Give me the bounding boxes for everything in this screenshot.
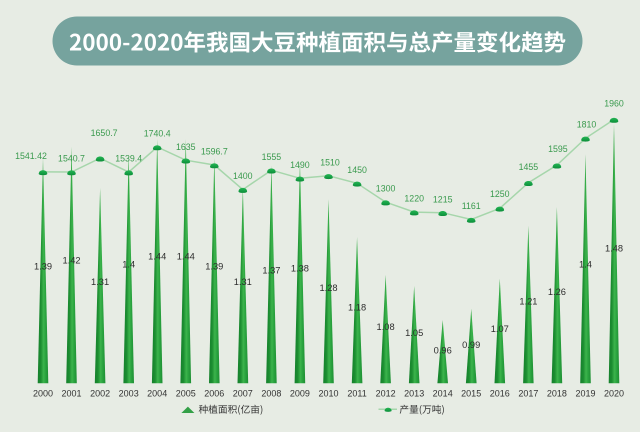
svg-text:1450: 1450 (347, 165, 367, 175)
svg-text:0.99: 0.99 (462, 340, 480, 350)
svg-text:2000: 2000 (33, 389, 53, 399)
svg-text:1.28: 1.28 (319, 283, 337, 293)
svg-text:1220: 1220 (404, 194, 424, 204)
svg-text:2002: 2002 (90, 389, 110, 399)
svg-text:1.44: 1.44 (177, 252, 195, 262)
svg-text:1595: 1595 (548, 144, 568, 154)
svg-text:2019: 2019 (575, 389, 595, 399)
svg-text:2011: 2011 (347, 389, 366, 399)
svg-text:2010: 2010 (318, 389, 338, 399)
svg-text:1.4: 1.4 (579, 259, 592, 269)
svg-text:2006: 2006 (204, 389, 224, 399)
svg-text:1.48: 1.48 (605, 244, 623, 254)
svg-text:1.07: 1.07 (491, 324, 509, 334)
svg-text:2016: 2016 (490, 389, 510, 399)
svg-text:1555: 1555 (262, 152, 282, 162)
svg-text:1960: 1960 (604, 99, 624, 109)
svg-text:1.39: 1.39 (34, 261, 52, 271)
svg-text:2013: 2013 (404, 389, 424, 399)
svg-text:1.08: 1.08 (377, 322, 395, 332)
svg-text:1300: 1300 (376, 184, 396, 194)
svg-text:1161: 1161 (462, 201, 481, 211)
svg-text:1.38: 1.38 (291, 263, 309, 273)
svg-text:1250: 1250 (490, 189, 510, 199)
svg-text:1.31: 1.31 (91, 277, 109, 287)
svg-text:2005: 2005 (176, 389, 196, 399)
svg-text:2009: 2009 (290, 389, 310, 399)
svg-text:2001: 2001 (61, 389, 81, 399)
svg-text:1635: 1635 (176, 142, 196, 152)
svg-text:1455: 1455 (519, 162, 539, 172)
svg-text:1.4: 1.4 (122, 259, 135, 269)
svg-text:1.39: 1.39 (205, 261, 223, 271)
svg-text:1.26: 1.26 (548, 287, 566, 297)
svg-text:1650.7: 1650.7 (91, 128, 118, 138)
svg-text:2003: 2003 (119, 389, 139, 399)
svg-text:1400: 1400 (233, 171, 253, 181)
svg-text:1.44: 1.44 (148, 252, 166, 262)
svg-text:1541.42: 1541.42 (15, 151, 47, 161)
svg-text:2017: 2017 (518, 389, 538, 399)
svg-text:2008: 2008 (261, 389, 281, 399)
svg-text:2012: 2012 (376, 389, 396, 399)
svg-text:1539.4: 1539.4 (115, 154, 142, 164)
svg-text:2015: 2015 (461, 389, 481, 399)
svg-text:2020: 2020 (604, 389, 624, 399)
svg-text:1.42: 1.42 (62, 256, 80, 266)
svg-text:1.18: 1.18 (348, 303, 366, 313)
svg-text:2007: 2007 (233, 389, 253, 399)
svg-text:0.96: 0.96 (434, 346, 452, 356)
svg-text:1.05: 1.05 (405, 328, 423, 338)
svg-text:2014: 2014 (433, 389, 453, 399)
svg-text:1510: 1510 (320, 157, 340, 167)
svg-text:2018: 2018 (547, 389, 567, 399)
svg-text:1.31: 1.31 (234, 277, 252, 287)
svg-text:1740.4: 1740.4 (144, 129, 171, 139)
svg-text:1540.7: 1540.7 (58, 154, 85, 164)
svg-text:1.37: 1.37 (262, 265, 280, 275)
svg-text:2004: 2004 (147, 389, 167, 399)
svg-text:1596.7: 1596.7 (201, 147, 228, 157)
svg-text:1.21: 1.21 (519, 297, 537, 307)
svg-text:1810: 1810 (577, 119, 597, 129)
svg-text:1215: 1215 (433, 194, 453, 204)
svg-text:1490: 1490 (290, 160, 310, 170)
